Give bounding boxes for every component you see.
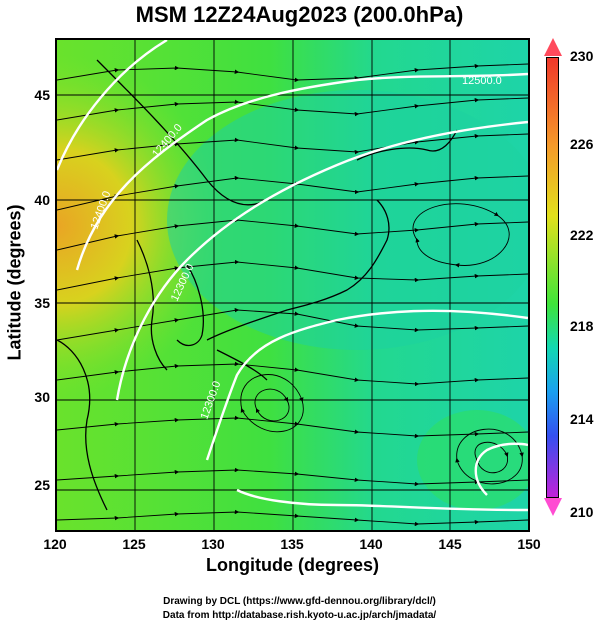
map-plot-area: 12500.0 12400.0 12300.0 12300.0 12400.0: [55, 38, 530, 532]
colorbar-max-arrow: [544, 38, 562, 56]
y-tick-label: 45: [34, 87, 50, 103]
x-axis-title: Longitude (degrees): [205, 555, 379, 575]
colorbar-tick-label: 222: [570, 227, 594, 243]
y-axis-title: Latitude (degrees): [4, 204, 25, 361]
y-tick-label: 25: [34, 477, 50, 493]
lat-lon-grid: [57, 40, 528, 530]
colorbar-tick-label: 210: [570, 504, 594, 520]
map-title: MSM 12Z24Aug2023 (200.0hPa): [135, 2, 464, 27]
x-tick-label: 145: [438, 536, 462, 552]
y-tick-label: 40: [34, 192, 50, 208]
x-tick-label: 150: [517, 536, 541, 552]
y-tick-label: 30: [34, 389, 50, 405]
colorbar-tick-label: 218: [570, 318, 594, 334]
x-tick-label: 135: [280, 536, 304, 552]
height-contours: [57, 40, 528, 512]
colorbar-min-arrow: [544, 498, 562, 516]
x-tick-label: 125: [122, 536, 146, 552]
x-tick-label: 140: [359, 536, 383, 552]
colorbar-tick-label: 230: [570, 48, 594, 64]
colorbar: [546, 57, 559, 498]
x-tick-label: 120: [43, 536, 67, 552]
credit-data: Data from http://database.rish.kyoto-u.a…: [162, 610, 437, 621]
colorbar-tick-label: 214: [570, 411, 594, 427]
map-svg: 12500.0 12400.0 12300.0 12300.0 12400.0: [57, 40, 528, 530]
y-tick-label: 35: [34, 295, 50, 311]
colorbar-tick-label: 226: [570, 136, 594, 152]
credit-drawing: Drawing by DCL (https://www.gfd-dennou.o…: [163, 596, 436, 607]
contour-label: 12500.0: [462, 75, 502, 87]
streamlines: [57, 63, 528, 527]
x-tick-label: 130: [201, 536, 225, 552]
